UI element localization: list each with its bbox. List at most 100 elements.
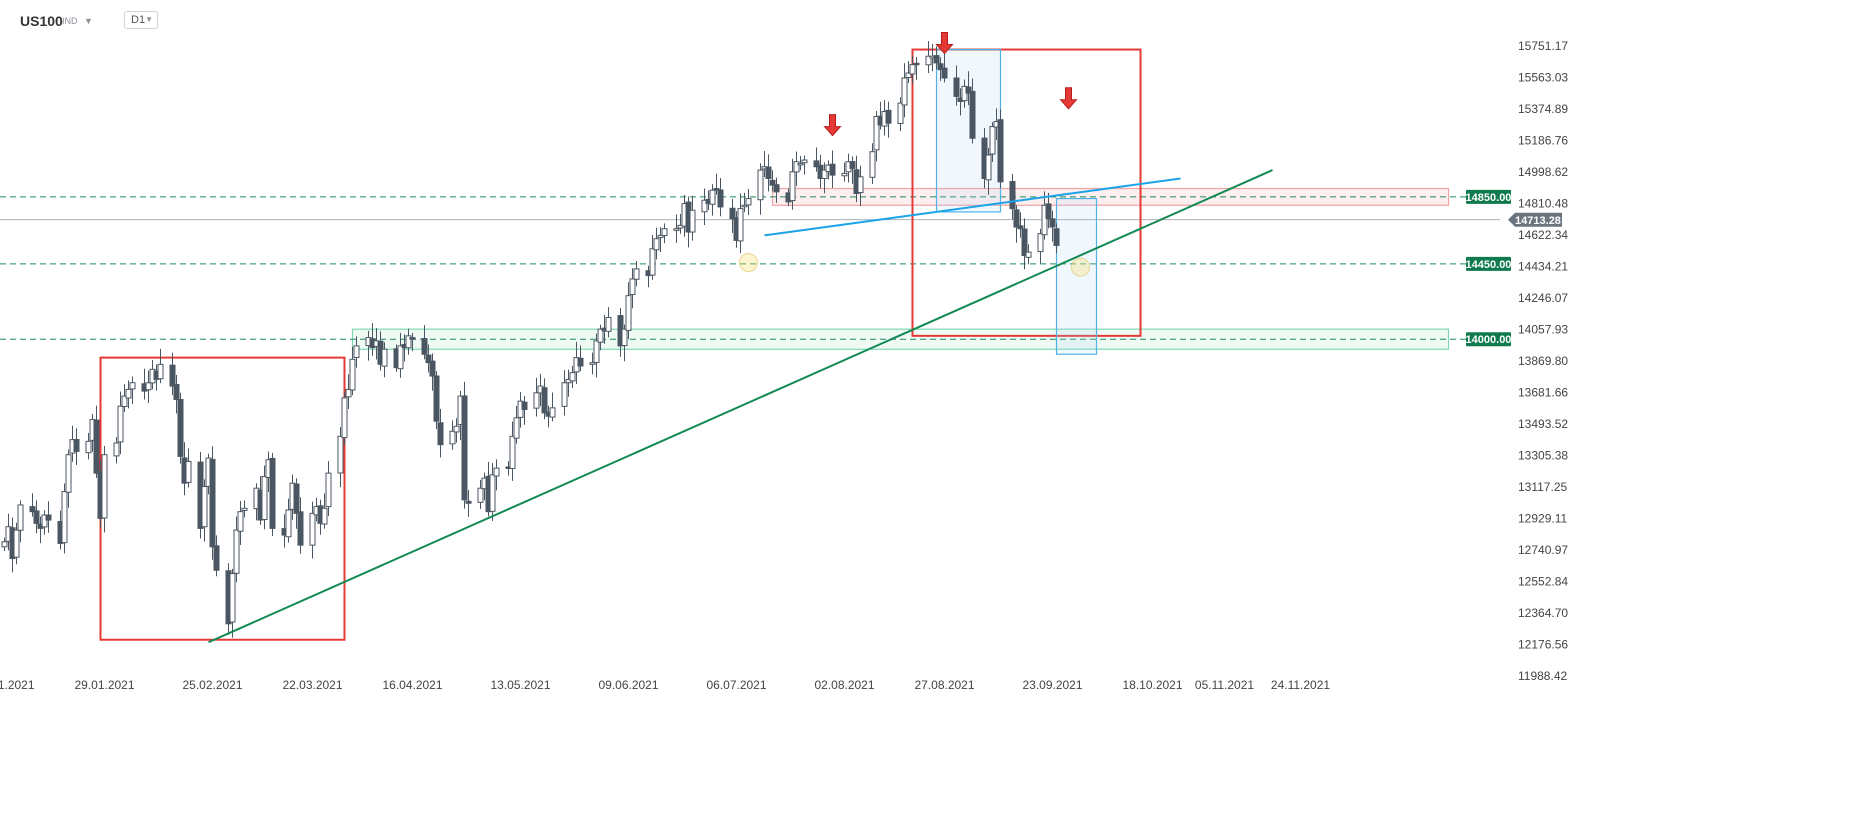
candle-bull	[709, 189, 716, 205]
y-tick-label: 12552.84	[1518, 574, 1568, 588]
candle-bull	[789, 171, 796, 202]
y-tick-label: 14246.07	[1518, 291, 1568, 305]
timeframe-select[interactable]: D1 ▼	[124, 11, 158, 29]
candle-bull	[745, 198, 752, 206]
y-tick-label: 12364.70	[1518, 606, 1568, 620]
y-tick-label: 14057.93	[1518, 323, 1568, 337]
candle-bear	[169, 364, 176, 387]
level-price-tag	[1466, 189, 1511, 204]
candle-bear	[729, 207, 736, 220]
candle-bull	[125, 388, 132, 399]
candle-bear	[425, 354, 432, 364]
candle-bear	[953, 77, 960, 97]
candle-bear	[33, 510, 40, 524]
candle-bear	[773, 184, 780, 193]
annotations-layer	[739, 32, 1090, 277]
candle-bear	[93, 419, 100, 474]
zones-layer	[351, 187, 1450, 350]
arrow-down-icon	[823, 114, 842, 137]
y-tick-label: 14434.21	[1518, 259, 1568, 273]
uptrend-line	[208, 169, 1273, 644]
time-axis[interactable]: 04.01.2021 29.01.2021 25.02.2021 22.03.2021…	[0, 678, 1330, 692]
candle-bull	[13, 529, 20, 558]
candle-bull	[237, 511, 244, 532]
candle-bear	[173, 384, 180, 400]
candle-bear	[461, 395, 468, 501]
current-price-tag	[1508, 212, 1562, 227]
candle-bear	[421, 338, 428, 355]
chevron-down-icon: ▼	[145, 15, 153, 24]
chevron-down-icon[interactable]: ▼	[84, 16, 93, 26]
candle-bull	[201, 486, 208, 528]
highlight-marker	[739, 253, 758, 273]
y-tick-label: 13869.80	[1518, 354, 1568, 368]
candle-bear	[997, 119, 1004, 183]
candle-bull	[841, 172, 848, 177]
current-price-label: 14713.28	[1515, 215, 1561, 227]
x-tick-label: 06.07.2021	[706, 678, 766, 692]
candle-bull	[821, 169, 828, 179]
y-tick-label: 12176.56	[1518, 637, 1568, 651]
x-tick-label: 29.01.2021	[74, 678, 134, 692]
candle-bull	[857, 176, 864, 194]
x-tick-label: 09.06.2021	[598, 678, 658, 692]
candles-layer	[1, 41, 1060, 638]
candle-bull	[17, 504, 24, 531]
candle-bull	[689, 209, 696, 233]
timeframe-label: D1	[131, 14, 146, 26]
candle-bear	[541, 387, 548, 414]
candle-bull	[233, 529, 240, 574]
x-tick-label: 23.09.2021	[1022, 678, 1082, 692]
arrow-down-icon	[1059, 87, 1078, 110]
candle-bull	[597, 328, 604, 343]
x-tick-label: 02.08.2021	[814, 678, 874, 692]
candle-bear	[29, 506, 36, 513]
y-tick-label: 12740.97	[1518, 543, 1568, 557]
candle-bull	[797, 162, 804, 166]
candle-bear	[1049, 218, 1056, 228]
price-axis[interactable]: 15751.17 15563.03 15374.89 15186.76 14998.62…	[1518, 39, 1568, 683]
candle-bear	[73, 438, 80, 452]
range-box	[1055, 197, 1098, 355]
candle-bull	[345, 388, 352, 398]
candle-bull	[569, 372, 576, 382]
y-tick-label: 13117.25	[1518, 480, 1567, 494]
candle-bear	[429, 360, 436, 377]
candle-bear	[521, 401, 528, 411]
candle-bull	[321, 507, 328, 525]
candle-bear	[577, 357, 584, 367]
symbol-type-label[interactable]: IND	[62, 16, 78, 26]
symbol-label[interactable]: US100	[20, 13, 63, 29]
candle-bear	[933, 55, 940, 64]
candle-bull	[341, 397, 348, 439]
candle-bull	[261, 475, 268, 521]
candle-bear	[1053, 228, 1060, 246]
candle-bear	[213, 545, 220, 571]
candle-bull	[101, 454, 108, 519]
candle-bull	[897, 102, 904, 125]
candle-bull	[349, 358, 356, 391]
candle-bear	[45, 514, 52, 521]
resistance-trendline	[764, 177, 1181, 237]
candle-bull	[453, 425, 460, 433]
boxes-layer	[99, 48, 1142, 641]
candle-bull	[589, 362, 596, 365]
candle-bull	[325, 472, 332, 508]
candle-bear	[769, 179, 776, 186]
candle-bull	[129, 382, 136, 390]
y-tick-label: 13493.52	[1518, 417, 1568, 431]
candle-bull	[117, 405, 124, 443]
candle-bear	[1017, 225, 1024, 230]
y-tick-label: 12929.11	[1518, 511, 1567, 525]
candle-bear	[297, 511, 304, 546]
y-tick-label: 15563.03	[1518, 71, 1568, 85]
candle-bear	[717, 189, 724, 208]
candle-bull	[1025, 251, 1032, 258]
candle-bear	[941, 67, 948, 79]
x-tick-label: 13.05.2021	[490, 678, 550, 692]
candle-bull	[741, 204, 748, 208]
candle-bull	[489, 474, 496, 512]
candle-bear	[437, 422, 444, 446]
candle-bear	[713, 188, 720, 191]
